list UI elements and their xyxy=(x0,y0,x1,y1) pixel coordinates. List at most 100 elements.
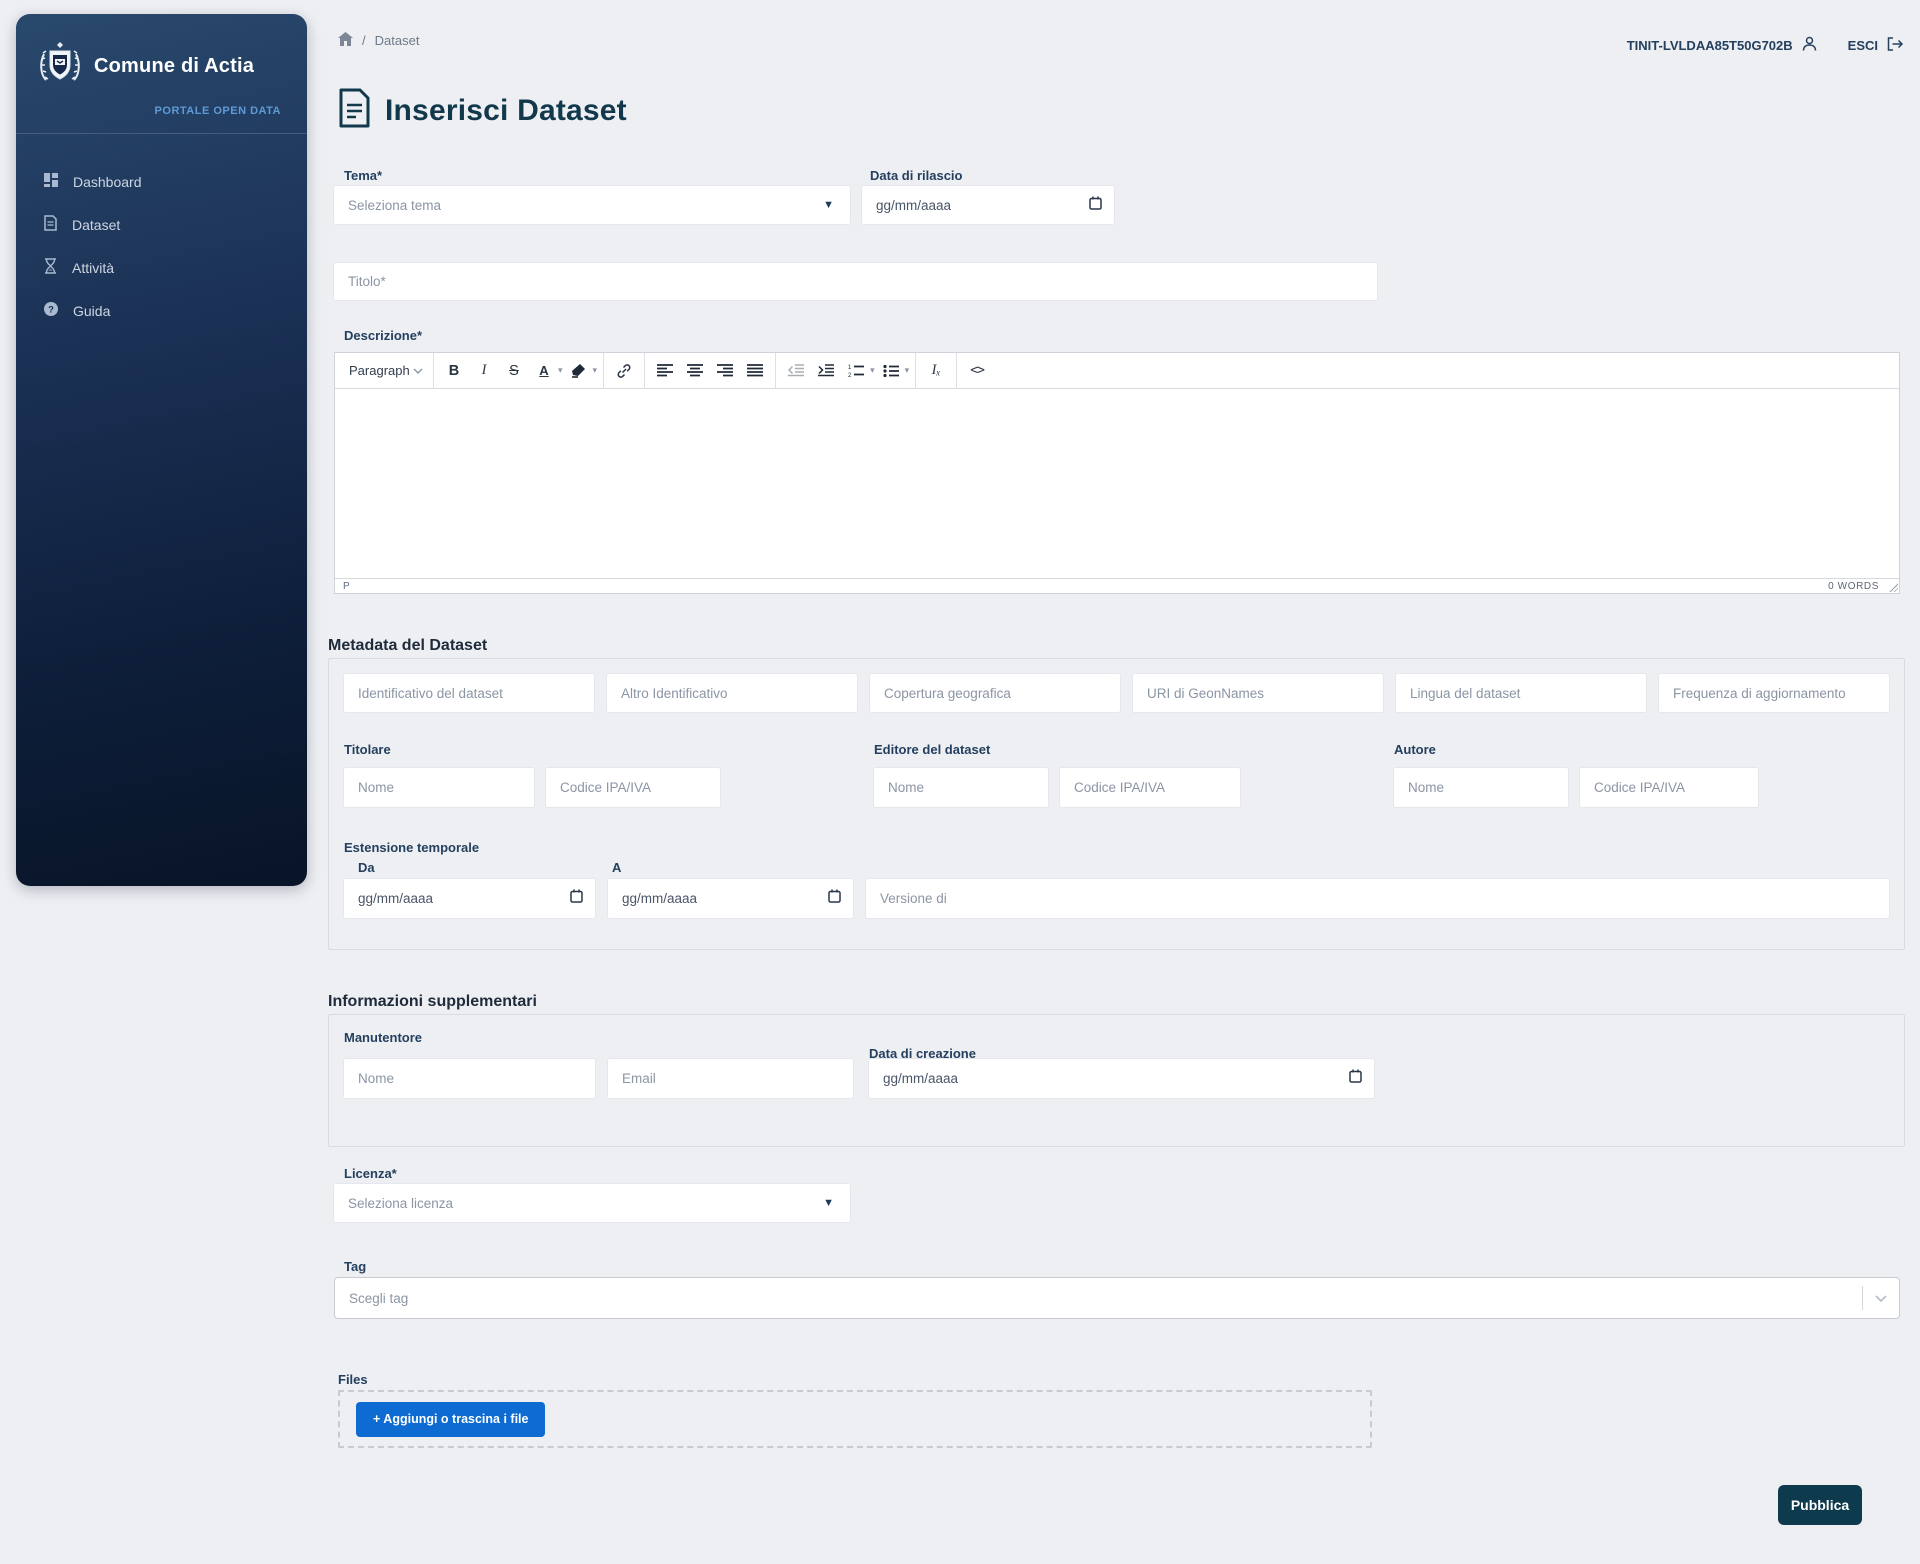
estensione-da-input[interactable]: gg/mm/aaaa xyxy=(344,879,595,918)
hourglass-icon xyxy=(43,258,58,277)
lingua-dataset-field xyxy=(1396,674,1646,712)
logout-label[interactable]: ESCI xyxy=(1847,37,1878,53)
bullet-list-chevron-icon[interactable]: ▾ xyxy=(904,365,910,375)
uri-geonames-field xyxy=(1133,674,1383,712)
rte-word-count: 0 WORDS xyxy=(1828,580,1879,592)
a-label: A xyxy=(612,860,622,875)
da-label: Da xyxy=(358,860,375,875)
licenza-select[interactable]: Seleziona licenza ▼ xyxy=(334,1184,850,1222)
strikethrough-button[interactable]: S xyxy=(509,362,519,379)
manutentore-nome-field xyxy=(344,1059,595,1098)
titolare-codice-input[interactable] xyxy=(546,768,720,807)
sidebar-item-guida[interactable]: ? Guida xyxy=(16,289,307,332)
bullet-list-button[interactable] xyxy=(877,357,905,385)
add-file-button[interactable]: + Aggiungi o trascina i file xyxy=(356,1401,546,1437)
sidebar-divider xyxy=(16,133,307,134)
altro-identificativo-input[interactable] xyxy=(607,674,857,712)
editore-label: Editore del dataset xyxy=(874,742,991,757)
font-color-button[interactable]: A xyxy=(539,363,549,378)
numbered-list-button[interactable]: 1 2 xyxy=(842,357,870,385)
titolo-input[interactable] xyxy=(334,263,1377,300)
titolo-field xyxy=(334,263,1377,300)
data-rilascio-input[interactable]: gg/mm/aaaa xyxy=(862,186,1114,224)
breadcrumb-current[interactable]: Dataset xyxy=(374,33,420,48)
font-color-chevron-icon[interactable]: ▾ xyxy=(558,365,563,375)
data-rilascio-placeholder: gg/mm/aaaa xyxy=(876,197,952,213)
paragraph-style-label: Paragraph xyxy=(349,363,410,378)
autore-nome-input[interactable] xyxy=(1394,768,1568,807)
editore-nome-input[interactable] xyxy=(874,768,1048,807)
sidebar-item-label: Attività xyxy=(72,259,115,276)
align-left-button[interactable] xyxy=(651,357,679,385)
sidebar-nav: Dashboard Dataset xyxy=(16,134,307,332)
rte-content-area[interactable] xyxy=(335,389,1899,578)
dataset-file-icon xyxy=(338,88,371,133)
tag-multiselect[interactable]: Scegli tag xyxy=(334,1277,1900,1319)
publish-button[interactable]: Pubblica xyxy=(1778,1485,1862,1525)
file-dropzone[interactable]: + Aggiungi o trascina i file xyxy=(338,1390,1372,1448)
tag-divider xyxy=(1862,1286,1863,1310)
svg-text:2: 2 xyxy=(848,373,852,378)
versione-field xyxy=(866,879,1889,918)
outdent-button[interactable] xyxy=(782,357,810,385)
highlight-marker-button[interactable] xyxy=(565,357,593,385)
align-center-button[interactable] xyxy=(681,357,709,385)
user-icon[interactable] xyxy=(1801,35,1818,55)
supplementari-heading: Informazioni supplementari xyxy=(328,993,537,1010)
sidebar-item-attivita[interactable]: Attività xyxy=(16,246,307,289)
titolare-nome-input[interactable] xyxy=(344,768,534,807)
manutentore-email-field xyxy=(608,1059,853,1098)
align-justify-button[interactable] xyxy=(741,357,769,385)
home-icon[interactable] xyxy=(338,32,353,49)
sidebar-item-dashboard[interactable]: Dashboard xyxy=(16,160,307,203)
paragraph-style-dropdown[interactable]: Paragraph xyxy=(341,363,427,378)
code-view-button[interactable]: <> xyxy=(970,363,985,378)
italic-button[interactable]: I xyxy=(481,362,487,378)
page-title: Inserisci Dataset xyxy=(338,88,627,133)
calendar-icon[interactable] xyxy=(1089,196,1102,215)
editore-codice-field xyxy=(1060,768,1240,807)
breadcrumb: / Dataset xyxy=(338,32,419,49)
tema-placeholder: Seleziona tema xyxy=(348,197,442,213)
lingua-dataset-input[interactable] xyxy=(1396,674,1646,712)
data-creazione-label: Data di creazione xyxy=(869,1046,976,1061)
svg-text:?: ? xyxy=(48,305,54,316)
calendar-icon[interactable] xyxy=(570,889,583,908)
estensione-a-input[interactable]: gg/mm/aaaa xyxy=(608,879,853,918)
sidebar: Comune di Actia PORTALE OPEN DATA Dashbo… xyxy=(16,14,307,886)
bold-button[interactable]: B xyxy=(448,362,460,379)
resize-grip-icon[interactable] xyxy=(1888,582,1898,592)
manutentore-nome-input[interactable] xyxy=(344,1059,595,1098)
identificativo-input[interactable] xyxy=(344,674,594,712)
remove-format-button[interactable]: Iₓ xyxy=(931,362,941,378)
chevron-down-icon: ▼ xyxy=(823,199,834,211)
autore-nome-field xyxy=(1394,768,1568,807)
tag-placeholder: Scegli tag xyxy=(349,1290,409,1306)
editore-codice-input[interactable] xyxy=(1060,768,1240,807)
link-button[interactable] xyxy=(610,357,638,385)
logout-icon[interactable] xyxy=(1886,36,1904,55)
chevron-down-icon[interactable] xyxy=(1863,1294,1899,1302)
calendar-icon[interactable] xyxy=(1349,1069,1362,1088)
numbered-list-chevron-icon[interactable]: ▾ xyxy=(870,365,875,375)
brand-title: Comune di Actia xyxy=(94,55,255,77)
align-right-button[interactable] xyxy=(711,357,739,385)
sidebar-item-label: Dashboard xyxy=(73,173,142,190)
sidebar-item-dataset[interactable]: Dataset xyxy=(16,203,307,246)
uri-geonames-input[interactable] xyxy=(1133,674,1383,712)
highlight-chevron-icon[interactable]: ▾ xyxy=(592,365,598,375)
frequenza-aggiornamento-input[interactable] xyxy=(1659,674,1889,712)
sidebar-item-label: Guida xyxy=(73,302,111,319)
user-area: TINIT-LVLDAA85T50G702B ESCI xyxy=(1627,35,1904,55)
calendar-icon[interactable] xyxy=(828,889,841,908)
data-creazione-input[interactable]: gg/mm/aaaa xyxy=(869,1059,1374,1098)
autore-codice-input[interactable] xyxy=(1580,768,1758,807)
indent-button[interactable] xyxy=(812,357,840,385)
svg-text:1: 1 xyxy=(848,365,852,371)
copertura-geografica-input[interactable] xyxy=(870,674,1120,712)
tema-select[interactable]: Seleziona tema ▼ xyxy=(334,186,850,224)
manutentore-email-input[interactable] xyxy=(608,1059,853,1098)
versione-input[interactable] xyxy=(866,879,1889,918)
autore-codice-field xyxy=(1580,768,1758,807)
